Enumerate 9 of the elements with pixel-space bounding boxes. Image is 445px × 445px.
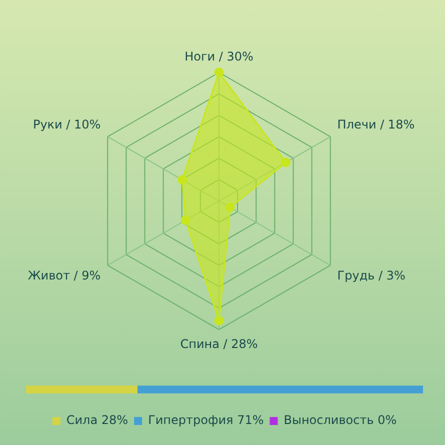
spoke-label: Спина / 28%: [180, 336, 258, 351]
spoke-label: Живот / 9%: [28, 268, 101, 283]
spoke-label: Ноги / 30%: [184, 49, 254, 64]
spoke-label: Руки / 10%: [32, 118, 101, 132]
legend-label: Гипертрофия 71%: [148, 413, 264, 428]
legend-label: Сила 28%: [66, 413, 128, 428]
spoke-label: Грудь / 3%: [337, 268, 406, 283]
spoke-label: Плечи / 18%: [337, 118, 415, 132]
legend-label: Выносливость 0%: [284, 413, 397, 428]
